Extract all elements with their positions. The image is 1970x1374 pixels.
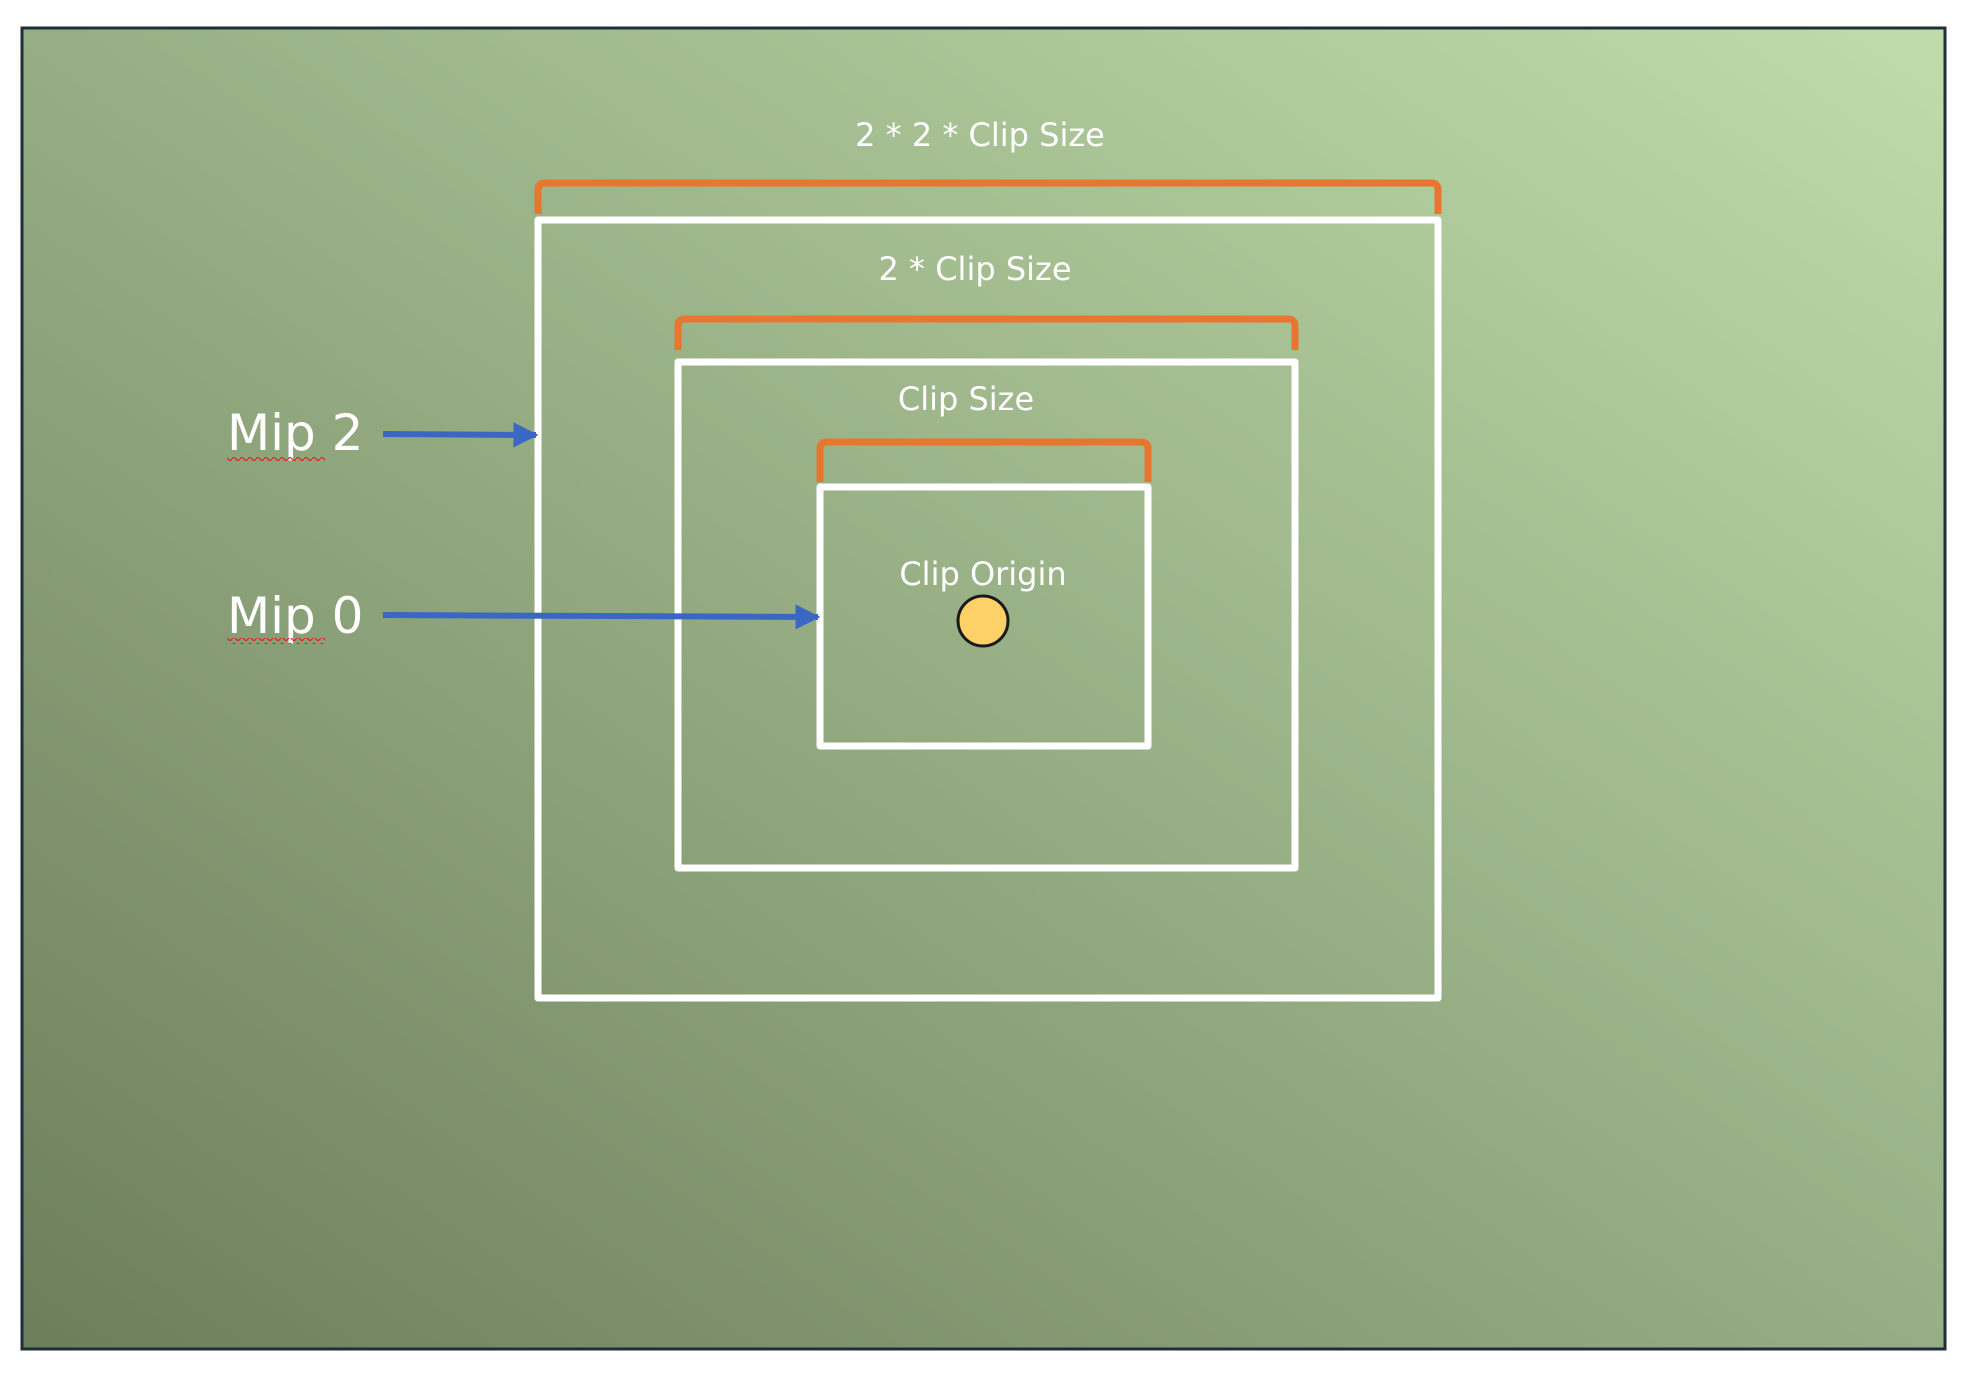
mip-0-arrow (382, 604, 821, 630)
inner-bracket (816, 438, 1152, 482)
mip-2-label: Mip 2 (227, 404, 363, 462)
mip-2-arrow (382, 422, 539, 448)
origin-label: Clip Origin (899, 555, 1066, 593)
mip-0-spellcheck-underline (227, 638, 325, 644)
outer-box (534, 216, 1442, 1002)
background-panel (20, 26, 1947, 1351)
mip-2-spellcheck-underline (227, 455, 325, 461)
middle-bracket (674, 315, 1299, 350)
inner-extent-label: Clip Size (898, 380, 1034, 418)
mip-0-label: Mip 0 (227, 587, 363, 645)
clip-origin-marker (956, 594, 1010, 648)
outer-bracket (534, 179, 1442, 214)
outer-extent-label: 2 * 2 * Clip Size (855, 116, 1105, 154)
middle-extent-label: 2 * Clip Size (879, 250, 1072, 288)
